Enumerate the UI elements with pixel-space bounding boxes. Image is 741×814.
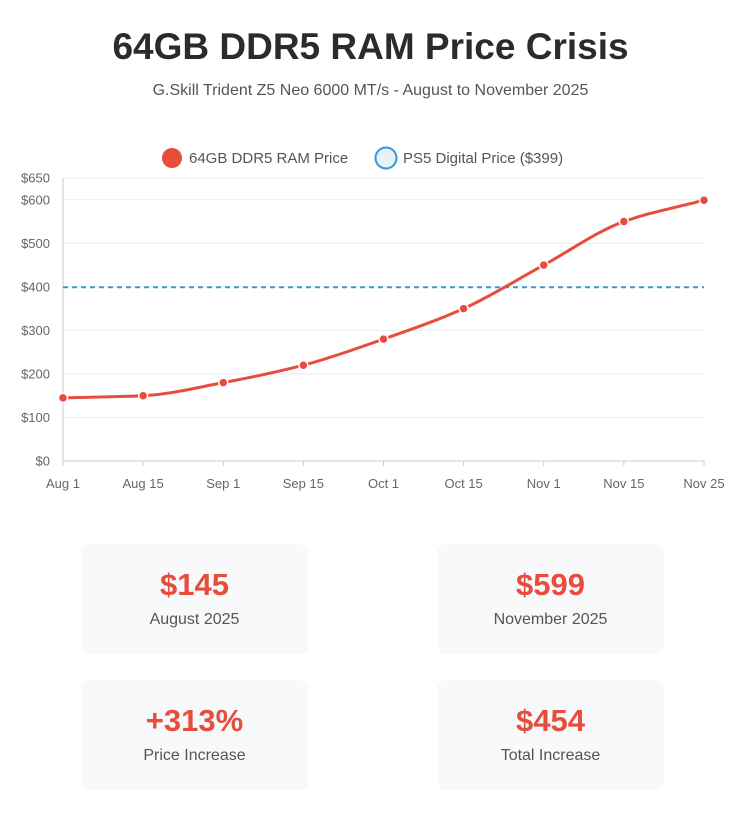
- stat-value: $454: [516, 703, 585, 738]
- data-point-ram-price: [137, 390, 149, 401]
- stat-value: +313%: [145, 703, 244, 738]
- x-tick-label: Sep 15: [283, 476, 324, 491]
- x-tick-label: Aug 15: [123, 476, 164, 491]
- x-axis: Aug 1 Aug 15 Sep 1 Sep 15 Oct 1 Oct 15 Nov 1 No…: [46, 461, 725, 491]
- data-point-ram-price: [298, 359, 309, 371]
- data-point-ram-price: [378, 333, 389, 345]
- y-axis: $0 $100 $200 $300 $400 $500 $600 $650: [21, 171, 50, 469]
- data-point-ram-price: [218, 377, 229, 388]
- legend-swatch-ps5-price: [374, 146, 398, 170]
- y-tick-label: $500: [21, 236, 50, 251]
- data-point-ram-price: [538, 259, 549, 271]
- x-tick-label: Nov 1: [527, 476, 561, 491]
- stat-card-end-price: $599 November 2025: [437, 544, 664, 654]
- x-tick-label: Sep 1: [206, 476, 240, 491]
- page-title: 64GB DDR5 RAM Price Crisis: [112, 26, 629, 67]
- x-tick-label: Nov 15: [603, 476, 644, 491]
- stat-card-percent-increase: +313% Price Increase: [81, 680, 308, 790]
- legend-swatch-ram-price: [162, 148, 182, 168]
- chart-series: [57, 194, 710, 404]
- data-point-ram-price: [698, 194, 710, 206]
- x-tick-label: Oct 1: [368, 476, 399, 491]
- x-tick-label: Aug 1: [46, 476, 80, 491]
- y-tick-label: $0: [36, 454, 50, 469]
- data-point-ram-price: [618, 216, 630, 227]
- y-tick-label: $650: [21, 171, 50, 186]
- legend-label-ps5-price: PS5 Digital Price ($399): [403, 150, 563, 167]
- x-tick-label: Oct 15: [444, 476, 482, 491]
- series-line-ram-price: [61, 198, 706, 400]
- page-subtitle: G.Skill Trident Z5 Neo 6000 MT/s - Augus…: [152, 82, 589, 99]
- y-tick-label: $600: [21, 192, 50, 207]
- data-point-ram-price: [458, 303, 469, 314]
- y-tick-label: $200: [21, 366, 50, 381]
- chart-legend: 64GB DDR5 RAM Price PS5 Digital Price ($3…: [162, 146, 563, 170]
- x-tick-label: Nov 25: [683, 476, 724, 491]
- stat-value: $599: [516, 567, 585, 602]
- price-line-chart: 64GB DDR5 RAM Price PS5 Digital Price ($3…: [21, 146, 725, 491]
- y-tick-label: $100: [21, 410, 50, 425]
- stat-label: Price Increase: [143, 747, 246, 764]
- stat-value: $145: [160, 567, 229, 602]
- y-tick-label: $400: [21, 279, 50, 294]
- data-point-ram-price: [57, 392, 69, 404]
- legend-label-ram-price: 64GB DDR5 RAM Price: [189, 150, 348, 167]
- stat-label: November 2025: [493, 611, 608, 628]
- stat-label: August 2025: [149, 611, 240, 628]
- y-tick-label: $300: [21, 323, 50, 338]
- stat-card-total-increase: $454 Total Increase: [437, 680, 664, 790]
- stat-card-start-price: $145 August 2025: [81, 544, 308, 654]
- chart-grid: [62, 177, 704, 462]
- stat-label: Total Increase: [500, 747, 601, 764]
